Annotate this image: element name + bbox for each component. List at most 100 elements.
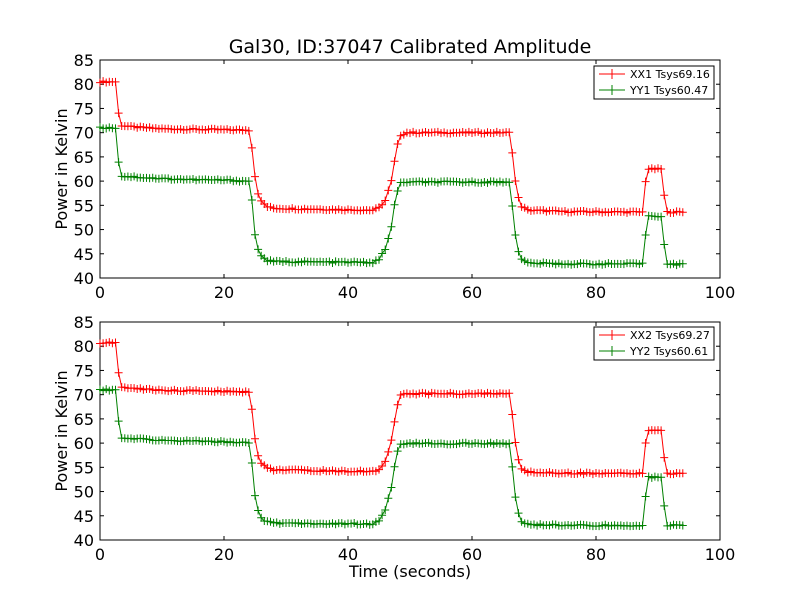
x-tick-label: 0 xyxy=(95,283,105,302)
data-point xyxy=(511,230,520,239)
data-point xyxy=(378,249,387,258)
top-y-axis-label: Power in Kelvin xyxy=(52,108,71,229)
top-legend: XX1 Tsys69.16 YY1 Tsys60.47 xyxy=(593,65,715,100)
y-tick-label: 65 xyxy=(74,410,94,429)
data-point xyxy=(505,178,514,187)
bottom-series-layer xyxy=(96,338,687,531)
data-point xyxy=(390,157,399,166)
data-point xyxy=(387,483,396,492)
series-xx xyxy=(96,77,687,217)
top-legend-label-xx1: XX1 Tsys69.16 xyxy=(630,68,710,81)
y-tick-label: 60 xyxy=(74,172,94,191)
data-point xyxy=(657,165,666,174)
data-point xyxy=(678,259,687,268)
data-point xyxy=(514,455,523,464)
data-point xyxy=(244,177,253,186)
data-point xyxy=(375,255,383,264)
data-point xyxy=(508,201,517,210)
y-tick-label: 50 xyxy=(74,221,94,240)
data-point xyxy=(638,207,647,216)
data-point xyxy=(387,176,396,185)
data-point xyxy=(393,400,402,409)
data-point xyxy=(111,124,120,133)
x-tick-label: 40 xyxy=(338,545,358,564)
data-point xyxy=(678,469,687,478)
y-tick-label: 75 xyxy=(74,361,94,380)
top-subplot: Gal30, ID:37047 Calibrated Amplitude 0 20… xyxy=(52,36,735,302)
y-tick-label: 50 xyxy=(74,483,94,502)
top-plot-frame xyxy=(99,59,721,279)
x-tick-label: 80 xyxy=(586,283,606,302)
data-point xyxy=(657,473,666,482)
data-point xyxy=(378,200,387,209)
bottom-subplot: 0 20 40 60 80 100 40 45 50 55 60 65 70 75 80 85 Power i… xyxy=(52,313,735,581)
x-tick-label: 80 xyxy=(586,545,606,564)
bottom-plot-frame xyxy=(99,321,721,541)
data-point xyxy=(384,186,393,195)
data-point xyxy=(378,511,387,520)
data-point xyxy=(381,505,390,514)
data-point xyxy=(638,469,647,478)
data-point xyxy=(393,140,402,149)
top-legend-box xyxy=(593,65,715,100)
data-point xyxy=(660,453,669,462)
top-series-layer xyxy=(96,77,687,270)
x-tick-label: 40 xyxy=(338,283,358,302)
top-legend-label-yy1: YY1 Tsys60.47 xyxy=(629,84,708,97)
data-point xyxy=(393,186,402,195)
y-tick-label: 65 xyxy=(74,148,94,167)
x-tick-label: 20 xyxy=(214,545,234,564)
data-point xyxy=(393,447,402,456)
data-point xyxy=(114,109,123,118)
y-tick-label: 70 xyxy=(74,386,94,405)
data-point xyxy=(247,405,256,414)
series-yy xyxy=(96,123,687,270)
data-point xyxy=(384,447,393,456)
x-tick-label: 100 xyxy=(705,545,736,564)
data-point xyxy=(511,438,520,447)
data-point xyxy=(387,222,396,231)
bottom-legend-label-xx2: XX2 Tsys69.27 xyxy=(630,329,710,342)
bottom-legend: XX2 Tsys69.27 YY2 Tsys60.61 xyxy=(593,326,715,361)
y-tick-label: 85 xyxy=(74,51,94,70)
data-point xyxy=(505,439,514,448)
y-tick-label: 40 xyxy=(74,269,94,288)
data-point xyxy=(511,493,520,502)
data-point xyxy=(251,434,259,443)
data-point xyxy=(641,438,650,447)
data-point xyxy=(390,462,399,471)
data-point xyxy=(375,516,383,525)
data-point xyxy=(641,177,650,186)
y-tick-label: 80 xyxy=(74,337,94,356)
y-tick-label: 80 xyxy=(74,75,94,94)
data-point xyxy=(381,245,390,254)
data-point xyxy=(657,426,666,435)
bottom-x-axis-label: Time (seconds) xyxy=(348,562,471,581)
y-tick-label: 40 xyxy=(74,531,94,550)
data-point xyxy=(638,259,647,268)
y-tick-label: 55 xyxy=(74,196,94,215)
data-point xyxy=(111,77,120,86)
data-point xyxy=(390,417,399,426)
data-point xyxy=(508,148,517,157)
data-point xyxy=(678,521,687,530)
bottom-axis-ticks: 0 20 40 60 80 100 40 45 50 55 60 65 70 75 80 85 xyxy=(74,313,736,564)
y-tick-label: 45 xyxy=(74,507,94,526)
data-point xyxy=(514,193,523,202)
data-point xyxy=(384,234,393,243)
data-point xyxy=(657,212,666,221)
data-point xyxy=(381,196,390,205)
data-point xyxy=(514,509,523,518)
data-point xyxy=(390,200,399,209)
data-point xyxy=(254,189,263,198)
data-point xyxy=(660,191,669,200)
data-point xyxy=(244,126,253,135)
data-point xyxy=(660,240,669,249)
data-point xyxy=(251,491,259,500)
data-point xyxy=(511,176,520,185)
data-point xyxy=(641,492,650,501)
data-point xyxy=(514,247,523,256)
y-tick-label: 75 xyxy=(74,99,94,118)
data-point xyxy=(508,410,517,419)
